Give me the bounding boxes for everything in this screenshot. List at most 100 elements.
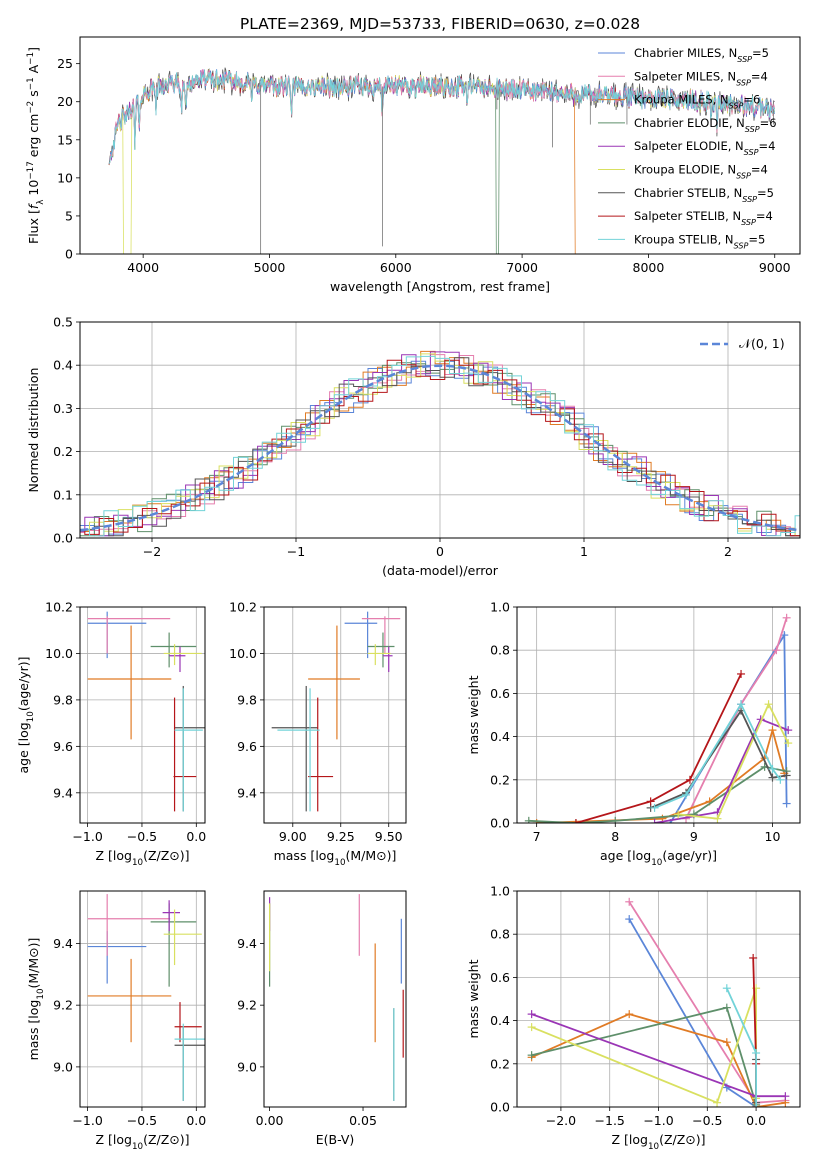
x-tick-label: 5000 (254, 260, 286, 275)
weight-marker (749, 953, 758, 962)
y-tick-label: 0.4 (53, 358, 73, 373)
weight-marker (772, 646, 781, 655)
plot-spectrum: 4000 5000 6000 7000 8000 9000 0 5 10 15 20 25 wavele… (26, 36, 801, 294)
x-tick-label: 0 (436, 544, 444, 559)
legend-label: Salpeter STELIB, NSSP=4 (634, 209, 773, 227)
x-tick-label: 8 (611, 829, 619, 844)
y-tick-label: 9.2 (237, 998, 257, 1013)
y-tick-label: 0.4 (490, 729, 510, 744)
weight-marker (776, 775, 785, 784)
error-bar-point (277, 688, 320, 812)
weight-marker (722, 1003, 731, 1012)
axes-frame (263, 606, 407, 824)
weight-marker (764, 700, 773, 709)
plot-area-weight-vs-metallicity (527, 897, 790, 1107)
legend-label: 𝒩(0, 1) (739, 336, 785, 351)
weight-marker (713, 814, 722, 823)
plot-area-spectrum (108, 67, 775, 254)
error-bar-point (308, 697, 334, 812)
x-axis-label: Z [log10(Z/Z⊙)] (95, 848, 189, 868)
weight-marker (713, 1098, 722, 1107)
weight-marker (737, 700, 746, 709)
error-bar-point (169, 646, 186, 673)
legend: Chabrier MILES, NSSP=5 Salpeter MILES, NS… (598, 46, 777, 250)
plot-area-age-vs-metallicity (87, 611, 205, 812)
y-tick-label: 0.2 (490, 772, 510, 787)
error-bar-point (173, 697, 197, 812)
y-tick-label: 20 (57, 94, 73, 109)
x-axis-label: wavelength [Angstrom, rest frame] (330, 279, 550, 294)
plot-mass-vs-metallicity: −1.0 −0.5 0.0 9.0 9.2 9.4 Z [log10(Z/Z⊙)] mass … (26, 890, 206, 1152)
weight-marker (768, 773, 777, 782)
axes-frame (79, 36, 801, 255)
x-tick-label: 0.0 (186, 829, 206, 844)
x-tick-label: −2.0 (546, 1113, 576, 1128)
y-tick-label: 9.4 (237, 785, 257, 800)
legend-label: Chabrier ELODIE, NSSP=6 (634, 116, 777, 133)
y-tick-label: 9.6 (53, 739, 73, 754)
y-tick-label: 0.6 (490, 686, 510, 701)
plot-area-mass-vs-extinction (269, 894, 404, 1101)
y-tick-label: 0 (65, 247, 73, 262)
axes-frame (263, 890, 407, 1108)
x-tick-label: −0.5 (127, 829, 157, 844)
legend-label: Chabrier MILES, NSSP=5 (634, 46, 769, 64)
weight-marker (682, 790, 691, 799)
y-tick-label: 9.4 (237, 936, 257, 951)
x-tick-label: −1.0 (72, 1113, 102, 1128)
weight-marker (527, 1010, 536, 1019)
x-tick-label: 9000 (759, 260, 791, 275)
y-tick-label: 1.0 (490, 884, 510, 899)
legend-label: Salpeter ELODIE, NSSP=4 (634, 139, 775, 157)
x-axis-label: age [log10(age/yr)] (600, 848, 717, 868)
x-axis-label: (data-model)/error (382, 563, 499, 578)
x-tick-label: −0.5 (692, 1113, 722, 1128)
y-tick-label: 0.4 (490, 1013, 510, 1028)
weight-series-line (654, 718, 789, 823)
x-tick-label: 0.00 (256, 1113, 284, 1128)
weight-marker (752, 1103, 761, 1107)
y-tick-label: 25 (57, 56, 73, 71)
x-tick-label: 9.25 (327, 829, 355, 844)
error-bar-point (163, 644, 202, 666)
weight-marker (646, 797, 655, 806)
weight-marker (782, 799, 791, 808)
plot-area-age-vs-mass (271, 611, 401, 812)
x-axis-label: mass [log10(M/M⊙)] (274, 848, 397, 868)
x-axis-label: E(B-V) (316, 1132, 355, 1147)
y-tick-label: 0.2 (490, 1056, 510, 1071)
weight-marker (768, 765, 777, 773)
plot-age-vs-mass: 9.00 9.25 9.50 9.4 9.6 9.8 10.0 10.2 mass [log10… (229, 600, 407, 868)
x-tick-label: 6000 (380, 260, 412, 275)
error-bar-point (367, 644, 391, 666)
y-tick-label: 10.2 (229, 600, 257, 615)
weight-series-line (678, 702, 790, 820)
y-tick-label: 0.6 (490, 970, 510, 985)
plot-mass-vs-extinction: 0.00 0.05 9.0 9.2 9.4 E(B-V) (237, 890, 407, 1147)
y-tick-label: 15 (57, 132, 73, 147)
y-tick-label: 5 (65, 208, 73, 223)
x-tick-label: 9.50 (375, 829, 403, 844)
x-tick-label: 10 (765, 829, 781, 844)
legend-label: Kroupa ELODIE, NSSP=4 (634, 163, 768, 181)
weight-marker (524, 816, 533, 823)
weight-marker (737, 669, 746, 678)
y-axis-label: age [log10(age/yr)] (16, 656, 36, 773)
weight-marker (625, 897, 634, 906)
y-tick-label: 10.0 (229, 646, 257, 661)
x-tick-label: −1.5 (595, 1113, 625, 1128)
legend-label: Salpeter MILES, NSSP=4 (634, 69, 768, 87)
error-bar-point (174, 1023, 205, 1101)
y-axis-label: Normed distribution (26, 368, 41, 493)
spectrum-line (108, 69, 775, 164)
error-bar-point (87, 616, 171, 654)
x-tick-label: 2 (724, 544, 732, 559)
figure-title: PLATE=2369, MJD=53733, FIBERID=0630, z=0… (240, 15, 640, 33)
y-tick-label: 9.4 (53, 785, 73, 800)
axes-frame (516, 890, 801, 1108)
x-tick-label: 9 (690, 829, 698, 844)
x-tick-label: 0.05 (349, 1113, 377, 1128)
error-bar-point (162, 900, 180, 932)
y-tick-label: 10.2 (45, 600, 73, 615)
